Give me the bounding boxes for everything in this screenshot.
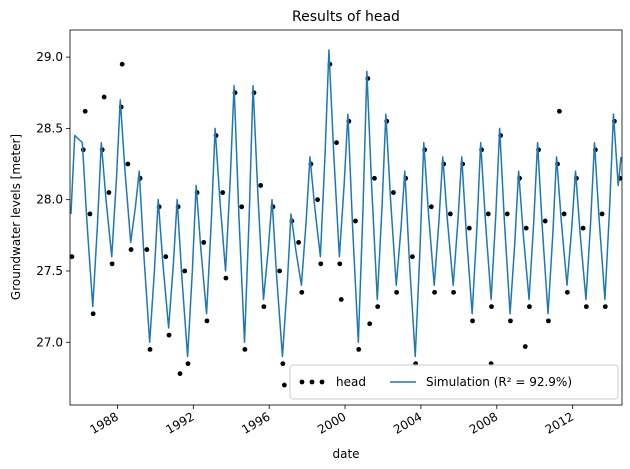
observation-point xyxy=(125,161,131,167)
observation-point xyxy=(391,190,396,195)
plot-area xyxy=(70,49,622,388)
observation-point xyxy=(522,344,528,349)
observation-point xyxy=(561,211,567,217)
observation-point xyxy=(394,289,400,295)
legend-label: head xyxy=(336,375,366,389)
observation-point xyxy=(277,268,283,274)
observation-point xyxy=(451,289,456,295)
observation-point xyxy=(128,247,134,252)
y-tick-label: 28.5 xyxy=(36,121,63,135)
y-tick-label: 27.5 xyxy=(36,264,63,278)
x-tick-label: 2004 xyxy=(391,409,424,436)
observation-point xyxy=(242,346,248,352)
x-tick-label: 1992 xyxy=(163,409,196,436)
x-tick-label: 1996 xyxy=(239,409,272,436)
legend-label: Simulation (R² = 92.9%) xyxy=(426,375,572,389)
observation-point xyxy=(564,289,570,295)
observation-point xyxy=(280,361,286,367)
y-tick-label: 28.0 xyxy=(36,193,63,207)
observation-point xyxy=(409,254,415,260)
legend-marker xyxy=(319,379,325,385)
observation-point xyxy=(220,190,226,195)
observation-point xyxy=(87,211,93,217)
observation-point xyxy=(580,225,586,231)
observation-point xyxy=(109,261,115,267)
observation-point xyxy=(261,304,267,310)
observation-point xyxy=(542,218,548,224)
x-axis-label: date xyxy=(332,447,359,461)
legend-marker xyxy=(299,379,305,385)
observation-point xyxy=(432,289,437,295)
observation-point xyxy=(201,240,207,245)
x-tick-label: 2012 xyxy=(543,409,576,436)
observation-point xyxy=(182,268,188,274)
observation-point xyxy=(163,254,169,260)
y-tick-label: 27.0 xyxy=(36,335,63,349)
observation-point xyxy=(258,183,264,188)
legend-box xyxy=(289,364,619,400)
observation-point xyxy=(337,261,343,267)
observation-point xyxy=(90,311,96,317)
observation-point xyxy=(239,204,245,210)
observation-point xyxy=(147,346,153,352)
observation-point xyxy=(557,108,562,114)
observation-point xyxy=(82,108,88,114)
observation-point xyxy=(166,332,172,338)
observation-point xyxy=(204,318,210,324)
observation-point xyxy=(375,304,381,310)
observation-point xyxy=(119,61,125,67)
observation-point xyxy=(546,318,551,324)
observation-point xyxy=(177,371,183,377)
observation-point xyxy=(508,318,513,324)
observation-point xyxy=(485,211,491,217)
observation-point xyxy=(470,318,475,324)
observation-point xyxy=(318,261,324,267)
observation-point xyxy=(144,247,150,252)
y-tick-label: 29.0 xyxy=(36,50,63,64)
observation-point xyxy=(101,94,107,100)
observation-point xyxy=(583,304,589,310)
observation-point xyxy=(281,382,287,388)
observation-point xyxy=(428,204,434,210)
observation-point xyxy=(367,321,373,327)
observation-point xyxy=(334,140,339,146)
chart-title: Results of head xyxy=(292,9,400,25)
observation-point xyxy=(338,297,344,302)
observation-point xyxy=(70,254,75,260)
legend-marker xyxy=(309,379,315,385)
x-tick-label: 1988 xyxy=(87,409,120,436)
x-tick-label: 2008 xyxy=(467,409,500,436)
y-axis-label: Groundwater levels [meter] xyxy=(9,134,23,300)
observation-point xyxy=(106,190,112,195)
observation-point xyxy=(527,304,532,310)
simulation-line xyxy=(70,49,622,358)
observation-point xyxy=(356,346,362,352)
observation-point xyxy=(523,225,529,231)
observation-point xyxy=(185,361,191,367)
x-tick-label: 2000 xyxy=(315,409,348,436)
observation-point xyxy=(602,304,608,310)
observation-point xyxy=(353,218,358,224)
observation-point xyxy=(296,240,301,245)
observation-point xyxy=(466,225,472,231)
observation-point xyxy=(223,275,229,281)
observation-point xyxy=(315,197,320,203)
observation-point xyxy=(599,211,605,217)
axes-frame xyxy=(69,29,623,406)
observation-point xyxy=(489,304,494,310)
observation-point xyxy=(372,175,377,181)
observation-point xyxy=(447,211,453,217)
observation-point xyxy=(299,289,305,295)
observation-point xyxy=(504,211,510,217)
